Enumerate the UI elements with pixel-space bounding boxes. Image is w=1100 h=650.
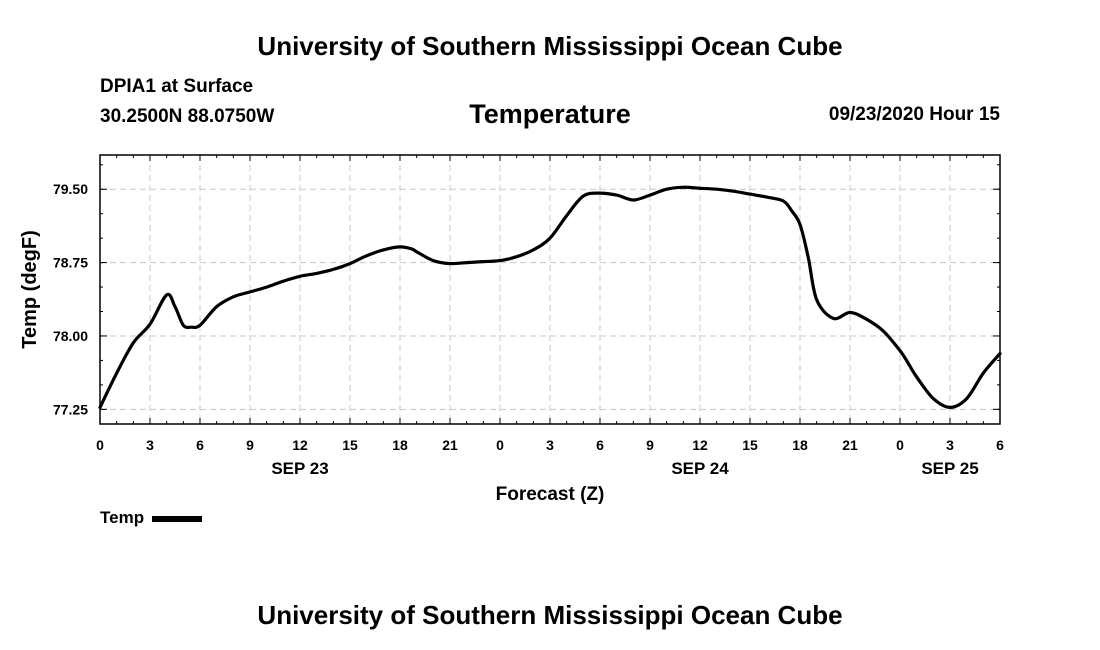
x-tick-label: 3 (546, 437, 554, 453)
valid-time: 09/23/2020 Hour 15 (828, 104, 1000, 125)
legend-label: Temp (100, 508, 145, 527)
x-tick-label: 0 (96, 437, 104, 453)
x-tick-label: 12 (292, 437, 308, 453)
station-location: 30.2500N 88.0750W (100, 106, 275, 127)
date-label: SEP 24 (671, 459, 729, 478)
x-tick-label: 0 (896, 437, 904, 453)
x-tick-label: 15 (342, 437, 358, 453)
x-tick-label: 18 (392, 437, 408, 453)
y-tick-label: 78.75 (53, 255, 88, 271)
x-tick-label: 6 (196, 437, 204, 453)
x-tick-label: 21 (442, 437, 458, 453)
series-line-temp (98, 185, 1002, 409)
footer-title: University of Southern Mississippi Ocean… (257, 600, 843, 630)
x-tick-label: 9 (246, 437, 254, 453)
date-label: SEP 25 (921, 459, 978, 478)
x-axis-label: Forecast (Z) (496, 484, 605, 505)
y-tick-label: 77.25 (53, 401, 88, 417)
x-tick-label: 3 (146, 437, 154, 453)
y-tick-label: 79.50 (53, 181, 88, 197)
legend: Temp (100, 508, 203, 528)
y-axis-label: Temp (degF) (19, 230, 41, 349)
x-tick-label: 0 (496, 437, 504, 453)
x-tick-label: 12 (692, 437, 708, 453)
x-tick-label: 3 (946, 437, 954, 453)
x-tick-label: 9 (646, 437, 654, 453)
date-label: SEP 23 (271, 459, 328, 478)
station-name: DPIA1 at Surface (100, 76, 254, 97)
x-tick-label: 6 (996, 437, 1004, 453)
page-title: University of Southern Mississippi Ocean… (257, 31, 843, 61)
chart-title: Temperature (469, 99, 631, 129)
legend-line-swatch (152, 516, 203, 522)
x-tick-label: 21 (842, 437, 858, 453)
x-tick-label: 18 (792, 437, 808, 453)
y-tick-label: 78.00 (53, 328, 88, 344)
x-tick-label: 6 (596, 437, 604, 453)
x-tick-label: 15 (742, 437, 758, 453)
